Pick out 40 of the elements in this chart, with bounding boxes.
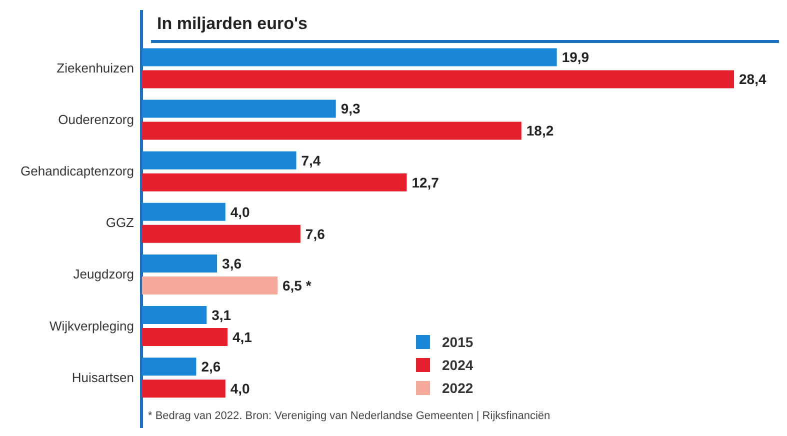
data-label: 4,0 — [230, 204, 250, 220]
y-tick-label: Ouderenzorg — [58, 112, 134, 127]
data-label: 18,2 — [526, 122, 554, 139]
legend-label: 2022 — [441, 378, 474, 398]
data-label: 6,5 * — [282, 277, 312, 294]
data-label: 7,4 — [301, 152, 321, 168]
legend-label: 2015 — [441, 332, 474, 352]
y-tick-label: Wijkverpleging — [49, 318, 134, 334]
bar — [142, 254, 218, 272]
y-tick-label: Huisartsen — [72, 370, 134, 385]
bar — [142, 202, 226, 221]
bar — [142, 122, 522, 140]
bar — [142, 151, 296, 170]
bar — [142, 224, 300, 243]
data-label: 2,6 — [201, 358, 221, 375]
y-tick-label: Ziekenhuizen — [56, 60, 134, 76]
data-label: 19,9 — [562, 49, 590, 66]
chart-title: In miljarden euro's — [156, 13, 308, 34]
data-label: 9,3 — [340, 100, 361, 117]
data-label: 3,6 — [222, 255, 242, 272]
bar — [142, 328, 228, 346]
bar — [142, 173, 407, 192]
data-label: 12,7 — [412, 174, 440, 190]
data-label: 4,0 — [230, 380, 250, 397]
y-tick-label: Jeugdzorg — [73, 266, 134, 282]
bar — [142, 48, 557, 66]
y-tick-label: GGZ — [106, 215, 134, 230]
annotation: * Bedrag van 2022. Bron: Vereniging van Nederlandse Gemeenten | Rijksfinanciën — [148, 410, 550, 422]
data-label: 28,4 — [739, 71, 766, 88]
bar — [142, 70, 734, 88]
bar — [142, 100, 336, 118]
data-label: 4,1 — [232, 329, 252, 346]
data-label: 3,1 — [212, 307, 232, 324]
bar — [142, 358, 196, 376]
bar — [142, 380, 226, 398]
bar — [142, 276, 278, 294]
data-label: 7,6 — [305, 226, 326, 242]
bar — [142, 306, 207, 324]
legend-label: 2024 — [441, 356, 474, 374]
y-tick-label: Gehandicaptenzorg — [20, 164, 134, 179]
